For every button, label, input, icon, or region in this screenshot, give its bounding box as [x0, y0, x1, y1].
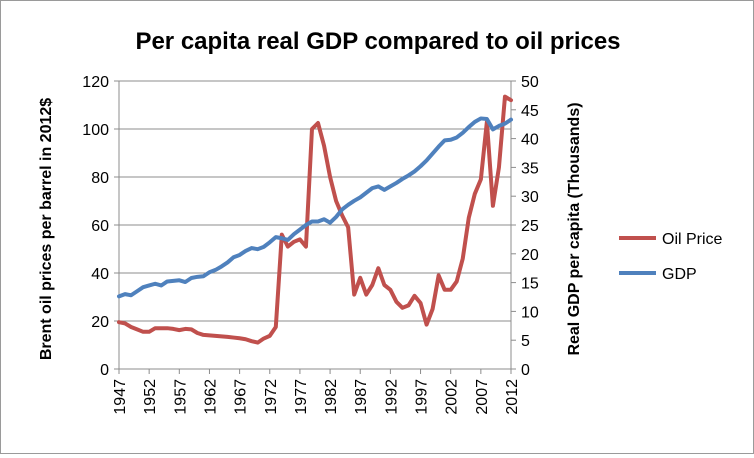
left-tick-label-1: 20 [91, 314, 109, 331]
left-axis-tick-labels: 0 20 40 60 80 100 120 [82, 74, 109, 379]
x-tick-label-3: 1962 [202, 379, 219, 415]
series-lines [117, 94, 513, 345]
x-tick-label-11: 2002 [444, 379, 461, 415]
right-tick-label-10: 50 [521, 74, 539, 91]
chart-title: Per capita real GDP compared to oil pric… [135, 28, 620, 55]
x-tick-label-12: 2007 [474, 379, 491, 415]
left-tick-label-2: 40 [91, 266, 109, 283]
x-tick-label-0: 1947 [112, 379, 129, 415]
right-tick-label-5: 25 [521, 218, 539, 235]
right-tick-label-8: 40 [521, 132, 539, 149]
left-axis-title: Brent oil prices per barrel in 2012$ [38, 98, 55, 360]
left-tick-label-0: 0 [100, 362, 109, 379]
right-tick-label-3: 15 [521, 276, 539, 293]
x-tick-label-7: 1982 [323, 379, 340, 415]
x-tick-label-5: 1972 [263, 379, 280, 415]
x-tick-label-13: 2012 [504, 379, 521, 415]
x-tick-label-10: 1997 [414, 379, 431, 415]
legend-label-gdp: GDP [662, 266, 697, 283]
series-line-oil-price [117, 94, 513, 345]
x-tick-label-4: 1967 [233, 379, 250, 415]
x-axis-tick-labels: 1947 1952 1957 1962 1967 1972 1977 1982 1987 1992… [112, 379, 521, 415]
right-tick-label-1: 5 [521, 333, 530, 350]
right-tick-label-2: 10 [521, 304, 539, 321]
left-tick-label-3: 60 [91, 218, 109, 235]
legend-label-oil-price: Oil Price [662, 231, 723, 248]
left-tick-label-5: 100 [82, 122, 109, 139]
x-tick-label-6: 1977 [293, 379, 310, 415]
gridlines [119, 80, 511, 370]
axes [114, 80, 516, 374]
x-tick-label-1: 1952 [142, 379, 159, 415]
x-tick-label-2: 1957 [172, 379, 189, 415]
x-tick-label-9: 1992 [383, 379, 400, 415]
right-tick-label-9: 45 [521, 103, 539, 120]
left-tick-label-6: 120 [82, 74, 109, 91]
right-tick-label-4: 20 [521, 247, 539, 264]
right-axis-title: Real GDP per capita (Thousands) [566, 102, 583, 355]
x-tick-label-8: 1987 [353, 379, 370, 415]
right-tick-label-6: 30 [521, 189, 539, 206]
right-axis-tick-labels: 0 5 10 15 20 25 30 35 40 45 50 [521, 74, 539, 379]
left-tick-label-4: 80 [91, 170, 109, 187]
legend: Oil Price GDP [619, 231, 723, 283]
right-tick-label-7: 35 [521, 160, 539, 177]
right-tick-label-0: 0 [521, 362, 530, 379]
series-line-gdp [117, 116, 513, 299]
